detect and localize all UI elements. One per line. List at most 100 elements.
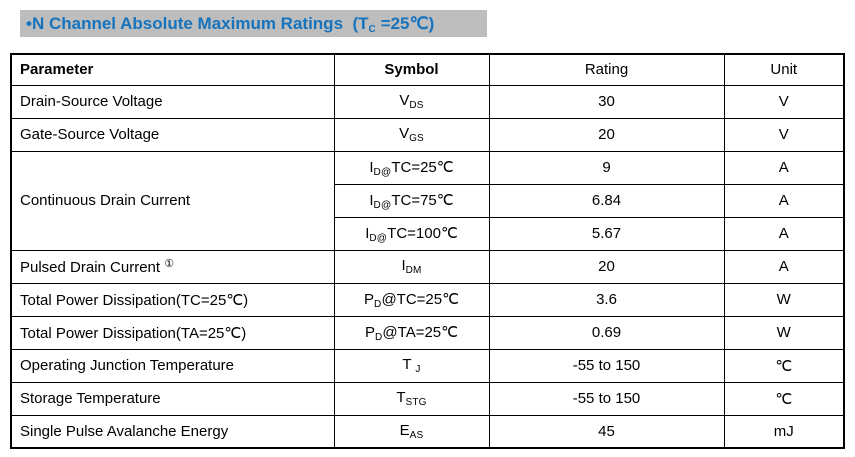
subscript-text: D@ <box>373 166 392 178</box>
table-row: ID@TC=100℃ 5.67 A <box>11 216 845 251</box>
table-row: Total Power Dissipation(TC=25℃) PD@TC=25℃… <box>10 282 845 317</box>
text: TC=100℃ <box>387 224 458 242</box>
unit-cell: A <box>723 249 845 284</box>
rating-cell: 5.67 <box>488 216 725 251</box>
table-row: Drain-Source Voltage VDS 30 V <box>10 84 845 119</box>
text: Storage Temperature <box>20 390 161 407</box>
rating-cell: -55 to 150 <box>488 381 725 416</box>
column-header-parameter: Parameter <box>10 53 335 86</box>
text: TC=75℃ <box>391 191 454 209</box>
rating-cell: 45 <box>488 414 725 449</box>
unit-cell: A <box>723 216 845 251</box>
subscript-text: DM <box>405 265 422 276</box>
symbol-cell: TSTG <box>333 381 490 416</box>
symbol-cell: VGS <box>333 117 490 152</box>
symbol-cell: VDS <box>333 84 490 119</box>
rating-cell: 0.69 <box>488 315 725 350</box>
unit-cell: mJ <box>723 414 845 449</box>
symbol-cell: T J <box>333 348 490 383</box>
parameter-cell: Storage Temperature <box>10 381 335 416</box>
text: =25℃) <box>375 14 435 33</box>
subscript-text: D@ <box>373 199 392 211</box>
section-title: •N Channel Absolute Maximum Ratings (TC … <box>20 10 487 37</box>
text: Drain-Source Voltage <box>20 93 163 110</box>
text: T <box>402 356 416 373</box>
absolute-maximum-ratings-table: Parameter Symbol Rating Unit Drain-Sourc… <box>10 53 845 449</box>
parameter-cell: Total Power Dissipation(TA=25℃) <box>10 315 335 350</box>
parameter-cell: Gate-Source Voltage <box>10 117 335 152</box>
subscript-text: J <box>415 364 421 375</box>
rating-cell: 9 <box>488 150 725 185</box>
symbol-cell: ID@TC=75℃ <box>333 183 490 218</box>
parameter-cell: Total Power Dissipation(TC=25℃) <box>10 282 335 317</box>
rating-cell: 20 <box>488 117 725 152</box>
text: Single Pulse Avalanche Energy <box>20 422 229 440</box>
symbol-cell: EAS <box>333 414 490 449</box>
parameter-cell: Drain-Source Voltage <box>10 84 335 119</box>
rating-cell: 3.6 <box>488 282 725 317</box>
subscript-text: D <box>374 298 382 310</box>
table-row: Pulsed Drain Current ① IDM 20 A <box>10 249 845 284</box>
text: Continuous Drain Current <box>20 192 191 209</box>
text: Pulsed Drain Current <box>20 259 165 276</box>
subscript-text: STG <box>405 397 427 408</box>
table-row: Storage Temperature TSTG -55 to 150 ℃ <box>10 381 845 416</box>
symbol-cell: IDM <box>333 249 490 284</box>
subscript-text: D <box>375 331 383 343</box>
text: Total Power Dissipation(TA=25℃) <box>20 324 247 342</box>
column-header-rating: Rating <box>488 53 725 86</box>
table-row: Operating Junction Temperature T J -55 to … <box>10 348 845 383</box>
symbol-cell: PD@TC=25℃ <box>333 282 490 317</box>
parameter-cell: Single Pulse Avalanche Energy <box>10 414 335 449</box>
rating-cell: 20 <box>488 249 725 284</box>
column-header-symbol: Symbol <box>333 53 490 86</box>
table-row: Single Pulse Avalanche Energy EAS 45 mJ <box>10 414 845 449</box>
unit-cell: V <box>723 117 845 152</box>
text: Total Power Dissipation(TC=25℃) <box>20 291 249 309</box>
symbol-cell: ID@TC=100℃ <box>333 216 490 251</box>
unit-cell: A <box>723 150 845 185</box>
table-body: Drain-Source Voltage VDS 30 V Gate-Source Vo… <box>10 84 845 449</box>
unit-cell: A <box>723 183 845 218</box>
text: @TA=25℃ <box>382 323 458 341</box>
table-row: Gate-Source Voltage VGS 20 V <box>10 117 845 152</box>
table-row: Total Power Dissipation(TA=25℃) PD@TA=25℃… <box>10 315 845 350</box>
text: V <box>399 125 410 142</box>
subscript-text: D@ <box>369 232 388 244</box>
text: @TC=25℃ <box>381 290 459 308</box>
parameter-cell: Continuous Drain Current <box>10 150 335 251</box>
table-row: Continuous Drain Current ID@TC=25℃ 9 A <box>10 150 845 251</box>
text: P <box>364 323 375 341</box>
text: Gate-Source Voltage <box>20 126 160 143</box>
column-header-unit: Unit <box>723 53 845 86</box>
text: I <box>401 257 406 274</box>
unit-cell: ℃ <box>723 381 845 416</box>
text: •N Channel Absolute Maximum Ratings (T <box>26 14 369 33</box>
subscript-text: GS <box>409 133 424 144</box>
superscript-text: ① <box>164 258 175 270</box>
text: V <box>399 92 410 109</box>
parameter-cell: Operating Junction Temperature <box>10 348 335 383</box>
subscript-text: DS <box>409 100 424 111</box>
parameter-cell: Pulsed Drain Current ① <box>10 249 335 284</box>
text: I <box>369 191 374 209</box>
unit-cell: V <box>723 84 845 119</box>
unit-cell: W <box>723 282 845 317</box>
rating-cell: 6.84 <box>488 183 725 218</box>
rating-cell: -55 to 150 <box>488 348 725 383</box>
text: E <box>399 421 410 439</box>
symbol-cell: ID@TC=25℃ <box>333 150 490 185</box>
text: P <box>364 290 375 308</box>
subscript-text: C <box>368 24 376 35</box>
rating-cell: 30 <box>488 84 725 119</box>
unit-cell: W <box>723 315 845 350</box>
table-header-row: Parameter Symbol Rating Unit <box>10 53 845 86</box>
text: TC=25℃ <box>391 158 454 176</box>
text: I <box>365 224 370 242</box>
text: T <box>396 389 406 406</box>
text: Operating Junction Temperature <box>20 357 235 374</box>
subscript-text: AS <box>409 429 424 441</box>
text: I <box>369 158 374 176</box>
symbol-cell: PD@TA=25℃ <box>333 315 490 350</box>
